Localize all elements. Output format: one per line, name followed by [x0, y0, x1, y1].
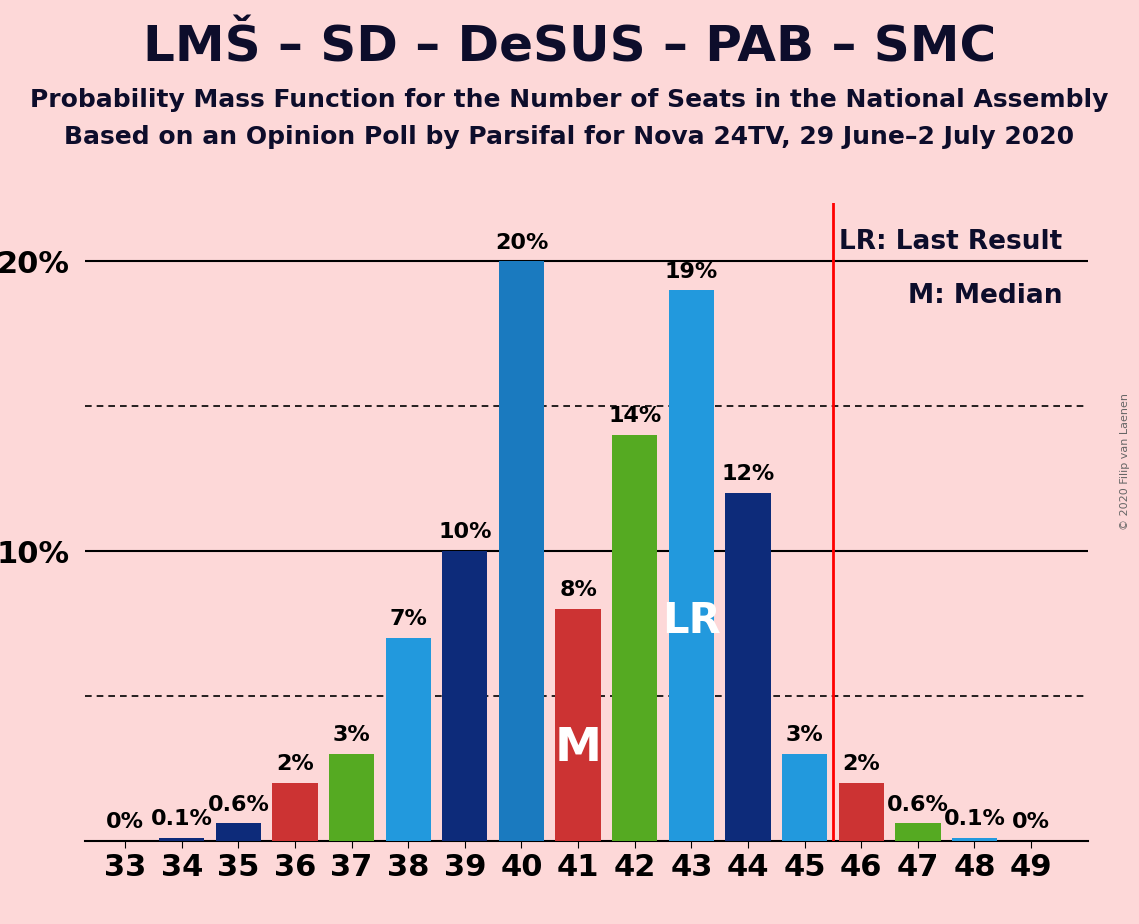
Text: 14%: 14%	[608, 407, 662, 426]
Text: 2%: 2%	[276, 754, 314, 774]
Text: 0.1%: 0.1%	[150, 809, 213, 829]
Bar	[215, 823, 261, 841]
Text: 0.6%: 0.6%	[887, 795, 949, 815]
Text: 7%: 7%	[390, 609, 427, 629]
Bar	[159, 838, 204, 841]
Bar	[669, 290, 714, 841]
Text: M: M	[555, 725, 601, 771]
Bar	[386, 638, 431, 841]
Bar	[442, 551, 487, 841]
Text: 8%: 8%	[559, 580, 597, 601]
Bar	[782, 754, 827, 841]
Text: 0%: 0%	[1013, 812, 1050, 833]
Text: 20%: 20%	[494, 233, 548, 252]
Text: 10%: 10%	[439, 522, 492, 542]
Text: LR: LR	[662, 600, 721, 641]
Text: LMŠ – SD – DeSUS – PAB – SMC: LMŠ – SD – DeSUS – PAB – SMC	[142, 23, 997, 71]
Text: LR: Last Result: LR: Last Result	[839, 229, 1063, 255]
Text: 12%: 12%	[721, 465, 775, 484]
Text: Based on an Opinion Poll by Parsifal for Nova 24TV, 29 June–2 July 2020: Based on an Opinion Poll by Parsifal for…	[65, 125, 1074, 149]
Bar	[838, 783, 884, 841]
Text: Probability Mass Function for the Number of Seats in the National Assembly: Probability Mass Function for the Number…	[31, 88, 1108, 112]
Text: M: Median: M: Median	[908, 283, 1063, 309]
Text: 3%: 3%	[786, 725, 823, 745]
Text: 0.6%: 0.6%	[207, 795, 269, 815]
Text: © 2020 Filip van Laenen: © 2020 Filip van Laenen	[1121, 394, 1130, 530]
Bar	[895, 823, 941, 841]
Bar	[272, 783, 318, 841]
Bar	[499, 261, 544, 841]
Text: 2%: 2%	[843, 754, 880, 774]
Bar	[329, 754, 375, 841]
Text: 3%: 3%	[333, 725, 370, 745]
Bar	[612, 435, 657, 841]
Text: 0.1%: 0.1%	[943, 809, 1006, 829]
Text: 0%: 0%	[106, 812, 144, 833]
Text: 19%: 19%	[665, 261, 718, 282]
Bar	[952, 838, 997, 841]
Bar	[556, 609, 600, 841]
Bar	[726, 493, 771, 841]
